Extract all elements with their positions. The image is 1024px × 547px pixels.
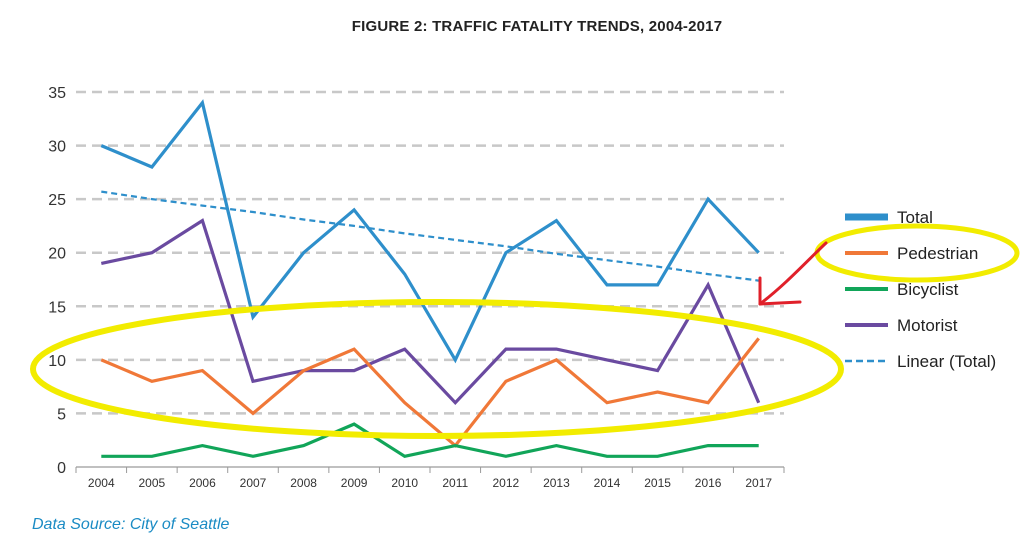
x-tick-label: 2005 (139, 476, 166, 490)
legend-label-motorist: Motorist (897, 316, 958, 335)
axis-layer: 0 5 10 15 20 25 30 35 2004 2005 2006 2007 2008 2009 20… (48, 85, 785, 490)
x-tick-label: 2015 (644, 476, 671, 490)
y-tick-label: 20 (48, 246, 66, 263)
x-tick-label: 2013 (543, 476, 570, 490)
red-arrow-shaft (758, 241, 828, 306)
x-tick-label: 2012 (493, 476, 520, 490)
y-tick-label: 15 (48, 299, 66, 316)
series-layer (100, 99, 761, 459)
annotation-layer (30, 223, 1020, 439)
x-tick-label: 2010 (391, 476, 418, 490)
x-tick-label: 2016 (695, 476, 722, 490)
y-tick-label: 5 (57, 406, 66, 423)
legend-label-linear-total: Linear (Total) (897, 352, 996, 371)
y-tick-label: 30 (48, 139, 66, 156)
x-tick-label: 2007 (240, 476, 267, 490)
y-tick-label: 0 (57, 460, 66, 477)
x-tick-label: 2009 (341, 476, 368, 490)
data-source-note: Data Source: City of Seattle (32, 516, 230, 533)
x-tick-label: 2008 (290, 476, 317, 490)
y-tick-label: 35 (48, 85, 66, 102)
legend-label-bicyclist: Bicyclist (897, 280, 959, 299)
series-line-motorist (100, 218, 761, 406)
x-tick-label: 2017 (745, 476, 772, 490)
legend-label-total: Total (897, 208, 933, 227)
y-tick-label: 10 (48, 353, 66, 370)
series-line-total (100, 99, 760, 364)
series-line-pedestrian (100, 337, 760, 448)
x-tick-label: 2006 (189, 476, 216, 490)
x-tick-label: 2014 (594, 476, 621, 490)
x-tick-label: 2011 (442, 476, 468, 490)
y-tick-label: 25 (48, 192, 66, 209)
legend-label-pedestrian: Pedestrian (897, 244, 978, 263)
legend-layer: Total Pedestrian Bicyclist Motorist Linear (… (845, 208, 996, 371)
highlight-ellipse-lines (30, 299, 844, 439)
red-arrow-head (758, 276, 802, 306)
grid-layer (76, 90, 784, 415)
x-tick-label: 2004 (88, 476, 115, 490)
chart-title: FIGURE 2: TRAFFIC FATALITY TRENDS, 2004-… (351, 18, 723, 35)
series-line-bicyclist (101, 422, 759, 459)
series-line-linear-total (101, 190, 759, 282)
